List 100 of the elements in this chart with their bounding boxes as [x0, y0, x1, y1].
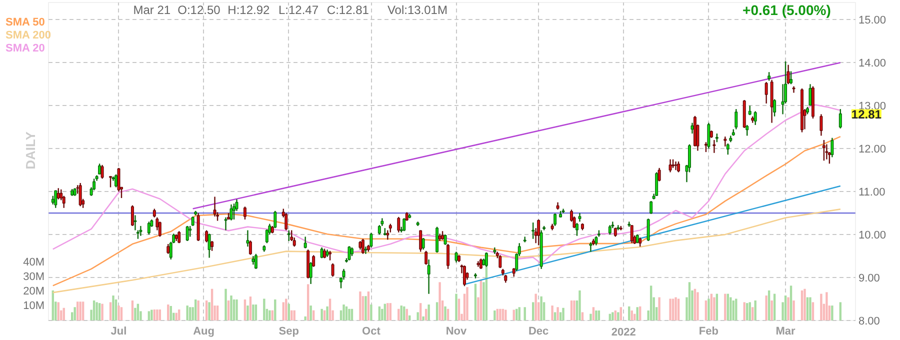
bar [367, 291, 370, 320]
bar [186, 306, 188, 320]
bar [716, 294, 718, 320]
bar [540, 296, 542, 320]
bar [114, 299, 118, 320]
bar [792, 300, 795, 320]
bar [57, 302, 60, 320]
bar [804, 288, 806, 320]
candlestick [444, 234, 447, 246]
bar [268, 310, 271, 320]
bar [416, 312, 419, 320]
bar [466, 287, 468, 320]
candlestick [830, 137, 834, 158]
bar [820, 294, 822, 320]
bar [773, 294, 776, 320]
candlestick [304, 236, 307, 249]
y-tick-label: 9.00 [858, 272, 880, 285]
bar [743, 302, 746, 320]
bar [562, 308, 564, 320]
candlestick [554, 212, 557, 227]
bar [765, 296, 768, 320]
bar [170, 306, 172, 320]
bar [271, 310, 274, 320]
bar [639, 306, 642, 320]
candlestick [724, 136, 727, 148]
bar [710, 294, 713, 320]
bar [494, 310, 496, 320]
candlestick [348, 246, 351, 261]
bar [197, 300, 200, 320]
bar [839, 302, 842, 320]
candlestick [726, 142, 730, 156]
bar [620, 307, 622, 320]
candlestick [436, 226, 439, 254]
bar [806, 297, 809, 320]
bar [658, 297, 660, 320]
bar [592, 307, 595, 320]
bar [578, 290, 581, 320]
bar [784, 296, 787, 320]
bar [134, 308, 136, 320]
bar [348, 308, 350, 320]
bar [428, 304, 430, 320]
annotation: +0.61 (5.00%) [742, 2, 831, 18]
candlestick [462, 264, 466, 287]
bar [148, 311, 150, 320]
bar [696, 292, 699, 320]
candlestick [646, 218, 650, 242]
candlestick [232, 203, 236, 220]
candlestick [712, 139, 716, 154]
bar [573, 300, 576, 320]
bar [120, 307, 123, 320]
bar [746, 303, 748, 320]
bar [770, 300, 773, 320]
bar [246, 306, 249, 320]
candlestick [532, 222, 535, 240]
x-tick-label: 2022 [611, 326, 636, 338]
candlestick [638, 236, 642, 248]
line-series [52, 104, 842, 264]
bar [118, 306, 120, 320]
bar [518, 307, 520, 320]
bar [708, 298, 710, 320]
candlestick [54, 190, 58, 209]
line-series [52, 136, 842, 286]
bar [812, 302, 814, 320]
bar [424, 308, 428, 320]
bar [630, 310, 633, 320]
bar [403, 306, 406, 320]
candlestick [208, 233, 211, 258]
bar [98, 303, 101, 320]
bar [752, 307, 754, 320]
candlestick [213, 196, 216, 218]
candlestick [419, 230, 422, 252]
candlestick [614, 227, 617, 238]
bar [156, 309, 158, 320]
bar [359, 291, 362, 320]
candlestick [838, 108, 842, 130]
y-tick-label: 8.00 [858, 316, 880, 328]
bar [293, 310, 296, 320]
candlestick [361, 238, 364, 254]
candlestick [78, 182, 82, 207]
x-tick-label: Mar [776, 326, 796, 338]
candlestick [166, 243, 170, 254]
bar [628, 306, 630, 320]
bar [290, 310, 293, 320]
bar [136, 304, 140, 320]
candlestick [825, 144, 828, 160]
bar [82, 302, 84, 320]
bar [227, 300, 230, 320]
text: SMA 50 [6, 16, 45, 28]
text: SMA 20 [6, 42, 45, 54]
bar [244, 299, 246, 320]
candlestick [331, 262, 334, 278]
candlestick [630, 224, 634, 244]
bar [669, 298, 672, 320]
candlestick [309, 261, 312, 285]
bar [131, 300, 134, 320]
candlestick [668, 158, 672, 173]
candlestick [479, 258, 482, 270]
bar [502, 308, 504, 320]
candlestick [188, 225, 192, 238]
y2-tick-label: 30M [23, 270, 45, 283]
